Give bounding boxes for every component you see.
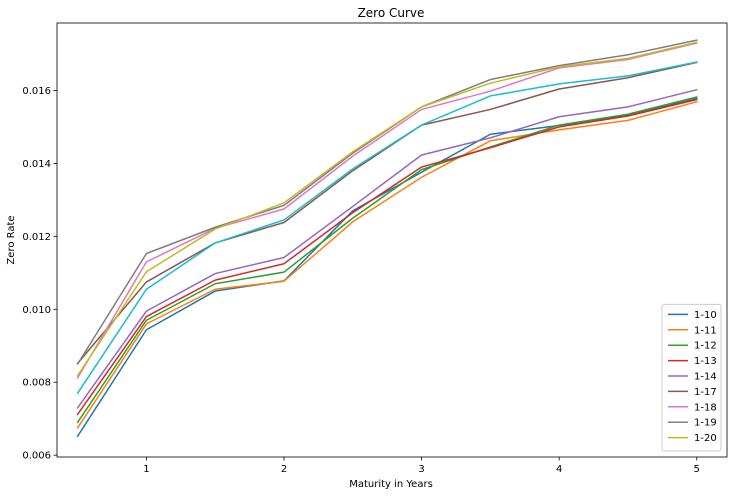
y-tick-label: 0.014	[22, 159, 51, 170]
x-axis: 1 2 3 4 5	[143, 457, 700, 475]
series-line-1-20	[76, 41, 698, 377]
y-tick-label: 0.010	[22, 305, 51, 316]
x-tick-label: 2	[281, 464, 287, 475]
series-line-unlabeled-9	[76, 61, 698, 395]
series-line-1-14	[76, 88, 698, 409]
series-line-1-12	[76, 96, 698, 424]
x-tick-label: 3	[418, 464, 424, 475]
series-line-1-18	[76, 42, 698, 379]
series-line-1-11	[76, 100, 698, 429]
series-line-1-17	[76, 61, 698, 365]
plot-lines	[76, 39, 698, 438]
legend-label: 1-10	[694, 310, 717, 321]
legend-label: 1-13	[694, 356, 717, 367]
legend-label: 1-12	[694, 341, 717, 352]
legend-label: 1-11	[694, 325, 717, 336]
y-tick-label: 0.012	[22, 232, 51, 243]
plot-frame	[56, 22, 728, 458]
legend-label: 1-14	[694, 372, 717, 383]
x-tick-label: 1	[143, 464, 149, 475]
legend: 1-10 1-11 1-12 1-13 1-14 1-17 1-18 1-19 1-20	[661, 303, 722, 452]
x-axis-label: Maturity in Years	[349, 479, 433, 490]
series-line-1-13	[76, 98, 698, 416]
y-tick-label: 0.016	[22, 86, 51, 97]
legend-label: 1-19	[694, 418, 717, 429]
x-tick-label: 4	[556, 464, 562, 475]
legend-label: 1-20	[694, 433, 717, 444]
legend-label: 1-17	[694, 387, 717, 398]
y-tick-label: 0.008	[22, 378, 51, 389]
x-tick-label: 5	[694, 464, 700, 475]
y-axis: 0.006 0.008 0.010 0.012 0.014 0.016	[22, 86, 57, 462]
y-tick-label: 0.006	[22, 451, 51, 462]
chart-title: Zero Curve	[358, 6, 425, 20]
legend-label: 1-18	[694, 402, 717, 413]
y-axis-label: Zero Rate	[6, 215, 17, 264]
legend-box	[661, 303, 722, 452]
